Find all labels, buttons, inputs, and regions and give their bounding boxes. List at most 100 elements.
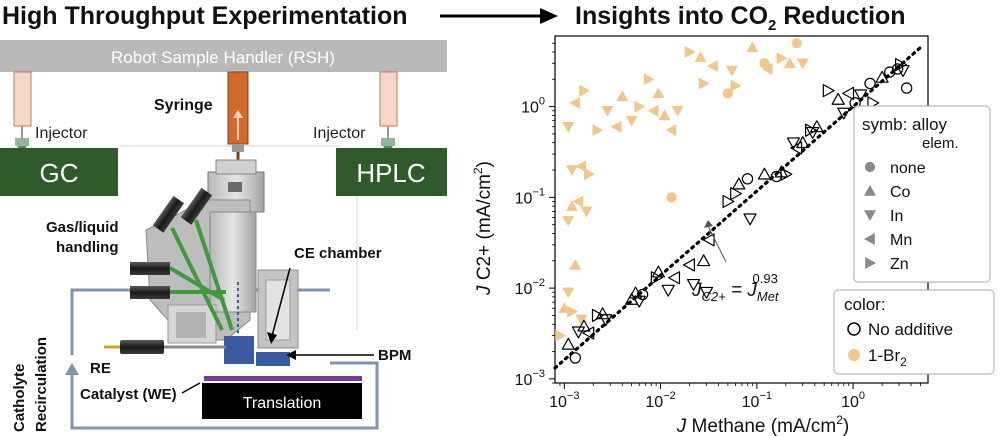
point-no-additive-triangle-up	[561, 337, 575, 350]
legend-open-marker	[847, 322, 861, 336]
legend-marker-triangle-up	[864, 185, 876, 196]
legend-symbols-items: none Co In Mn Zn	[864, 160, 926, 273]
legend-filled-marker	[848, 349, 860, 361]
point-no-additive-triangle-right	[822, 84, 835, 98]
x-tick-label-0: 10−3	[549, 390, 579, 411]
x-tick-label-2-exp: −1	[759, 390, 772, 402]
y-tick-label-1: 10−2	[515, 277, 545, 298]
point-no-additive-triangle-down	[854, 89, 868, 102]
point-1br2-triangle-right	[555, 329, 566, 342]
point-no-additive-circle	[741, 173, 754, 185]
point-no-additive-triangle-right	[780, 167, 793, 181]
point-1br2-triangle-up	[694, 51, 707, 63]
point-1br2-triangle-left	[761, 62, 773, 75]
gc-box	[0, 148, 118, 196]
y-axis-label-end: )	[474, 161, 495, 167]
x-tick-label-3: 100	[841, 390, 865, 411]
legend-symbol-label-2: In	[890, 208, 903, 225]
point-no-additive-triangle-right	[722, 194, 735, 209]
y-tick-label-2-base: 10	[515, 190, 533, 207]
y-tick-label-0: 10−3	[515, 368, 545, 389]
right-injector	[379, 71, 398, 154]
point-1br2-triangle-left	[569, 96, 581, 109]
translation-label: Translation	[243, 395, 322, 412]
data-points	[555, 38, 913, 364]
catalyst-arrow	[181, 382, 201, 394]
robot-sample-handler-bar	[0, 40, 447, 72]
bpm-label: BPM	[378, 347, 411, 364]
gas-liquid-label-2: handling	[56, 239, 119, 256]
legend-filled-label: 1-Br2	[868, 346, 907, 369]
point-no-additive-triangle-left	[668, 271, 681, 285]
point-no-additive-circle	[891, 63, 904, 75]
y-axis-label: J C2+ (mA/cm2)	[471, 161, 495, 296]
point-no-additive-circle	[636, 288, 649, 301]
point-1br2-circle	[791, 38, 802, 49]
x-tick-label-3-base: 10	[841, 394, 859, 411]
x-axis-label: J Methane (mA/cm2)	[676, 413, 849, 436]
y-tick-label-0-exp: −3	[532, 368, 545, 380]
point-no-additive-triangle-left	[842, 86, 855, 100]
legend-filled-label-main: 1-Br	[868, 346, 900, 365]
gc-label: GC	[40, 158, 79, 188]
point-no-additive-triangle-up	[810, 120, 824, 133]
legend-symbol-label-3: Mn	[890, 232, 912, 249]
gas-liquid-label-1: Gas/liquid	[46, 219, 119, 236]
fit-annotation-j: J	[691, 280, 702, 301]
x-axis-label-sup: 2	[836, 413, 843, 427]
heading-hte: High Throughput Experimentation	[2, 2, 408, 30]
point-1br2-triangle-right	[684, 45, 696, 58]
legend-symbol-label-4: Zn	[890, 256, 909, 273]
fit-annotation-sup: 0.93	[753, 271, 778, 286]
x-tick-label-1-base: 10	[645, 394, 663, 411]
point-1br2-triangle-down	[562, 216, 575, 227]
point-no-additive-triangle-down	[896, 65, 910, 78]
point-no-additive-triangle-down	[661, 284, 675, 297]
flow-arrow	[440, 8, 558, 24]
y-tick-label-2: 10−1	[515, 186, 545, 207]
point-1br2-triangle-down	[725, 65, 738, 77]
legend-marker-triangle-down	[864, 210, 876, 221]
point-1br2-circle	[722, 88, 733, 99]
point-no-additive-triangle-up	[757, 167, 772, 180]
gas-liquid-connectors	[130, 187, 234, 331]
point-1br2-triangle-left	[706, 60, 718, 73]
point-no-additive-triangle-up	[875, 70, 889, 83]
point-no-additive-triangle-left	[702, 233, 715, 247]
legend-symbol-label-1: Co	[890, 184, 911, 201]
point-1br2-triangle-down	[580, 206, 593, 218]
point-1br2-triangle-right	[730, 79, 742, 92]
point-no-additive-triangle-up	[697, 254, 711, 267]
fit-annotation-mid: = J	[726, 280, 758, 301]
heading-insights-suffix: Reduction	[776, 2, 906, 30]
point-no-additive-triangle-down	[571, 326, 585, 339]
point-1br2-triangle-up	[658, 109, 671, 121]
recirculation-arrow	[65, 363, 79, 375]
point-1br2-triangle-left	[610, 120, 622, 133]
point-1br2-triangle-left	[665, 124, 677, 137]
point-1br2-triangle-down	[575, 314, 588, 326]
point-1br2-triangle-down	[796, 58, 809, 70]
point-no-additive-triangle-left	[682, 258, 695, 272]
y-tick-label-1-base: 10	[515, 281, 533, 298]
point-no-additive-triangle-down	[743, 213, 757, 226]
point-no-additive-triangle-up	[577, 319, 591, 332]
point-1br2-triangle-down	[562, 121, 575, 133]
point-no-additive-circle	[883, 66, 896, 78]
point-1br2-triangle-up	[565, 200, 578, 211]
heading-insights-prefix: Insights into CO	[575, 2, 769, 30]
x-tick-label-2: 10−1	[742, 390, 772, 411]
point-1br2-circle	[666, 192, 677, 203]
point-no-additive-triangle-up	[628, 286, 643, 299]
re-label: RE	[90, 360, 111, 377]
point-1br2-triangle-right	[567, 305, 578, 318]
point-1br2-triangle-down	[625, 115, 638, 127]
legend-filled-label-sub: 2	[900, 355, 907, 369]
legend-symbols: symb: alloy elem. none Co In Mn Zn	[853, 105, 991, 283]
cell-assembly	[145, 159, 299, 366]
recirculation-label: Recirculation	[33, 337, 50, 432]
heading-insights-sub: 2	[768, 17, 777, 34]
ce-chamber-arrow	[271, 267, 291, 337]
y-tick-label-0-base: 10	[515, 372, 533, 389]
